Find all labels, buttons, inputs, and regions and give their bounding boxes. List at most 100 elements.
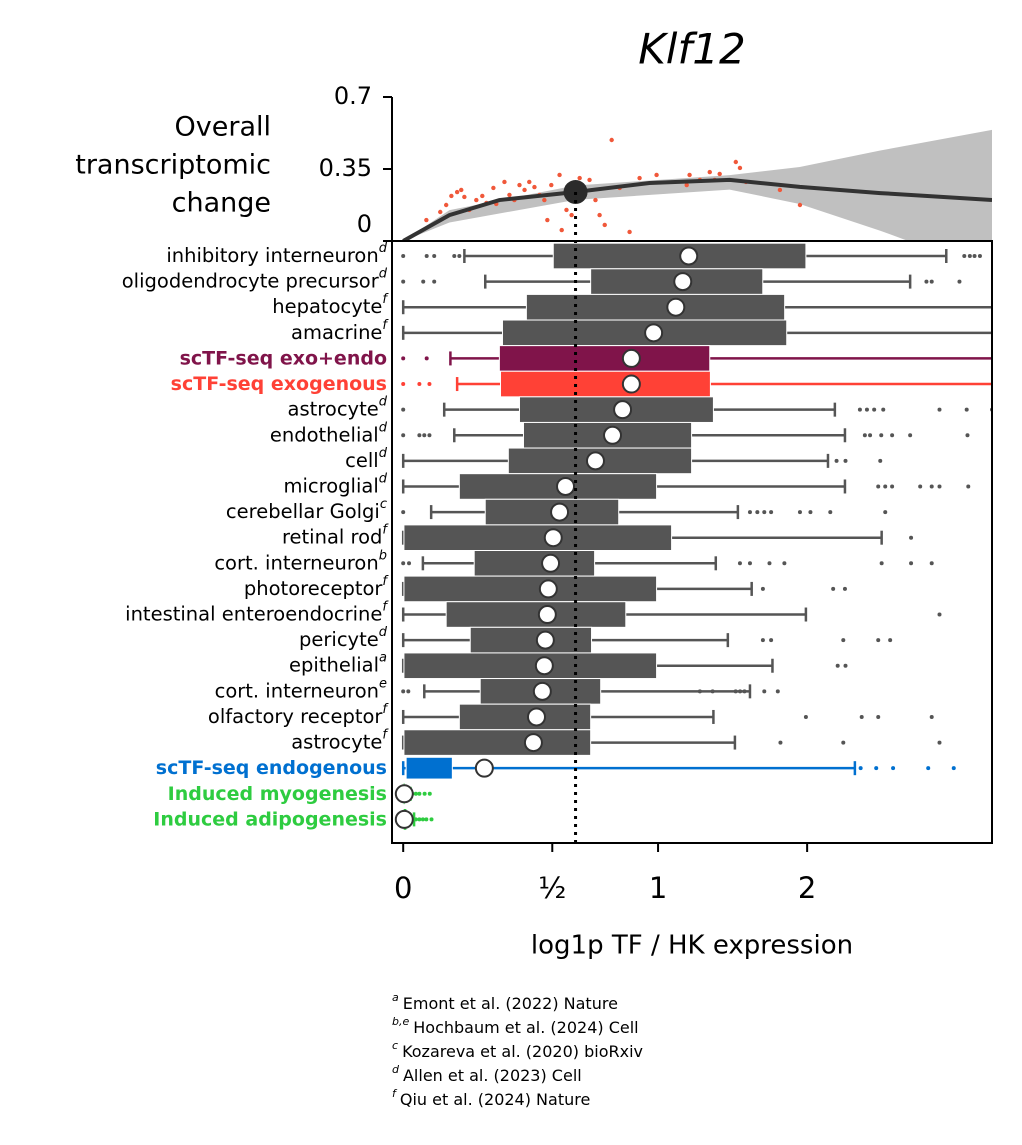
flier: [876, 714, 881, 719]
center-marker: [394, 784, 414, 804]
top-panel: [402, 129, 992, 241]
scatter-point: [737, 165, 743, 171]
row-label-sup: d: [379, 625, 388, 640]
flier: [422, 433, 427, 438]
box-panel: [394, 242, 992, 831]
flier: [909, 561, 914, 566]
row-label: inhibitory interneurond: [166, 241, 387, 267]
scatter-point: [491, 185, 496, 191]
row-label-text: Induced adipogenesis: [153, 808, 387, 830]
flier: [967, 254, 972, 258]
row-label-sup: d: [379, 241, 388, 256]
box: [458, 473, 658, 500]
flier: [778, 740, 783, 745]
row-label: endotheliald: [270, 420, 388, 446]
scatter-point: [517, 182, 522, 188]
center-marker: [621, 374, 641, 394]
flier: [738, 689, 743, 694]
center-marker: [585, 451, 605, 471]
flier: [417, 433, 422, 438]
x-tick-label: 1: [649, 871, 667, 905]
flier: [937, 407, 942, 412]
row-label-text: cort. interneuron: [215, 679, 379, 702]
flier: [881, 407, 886, 412]
flier: [966, 484, 971, 489]
footnote: a Emont et al. (2022) Nature: [392, 991, 618, 1013]
flier: [747, 561, 752, 566]
scatter-point: [424, 217, 429, 223]
row-label-sup: a: [379, 650, 387, 665]
row-label-text: inhibitory interneuron: [166, 244, 378, 267]
center-marker: [556, 476, 576, 496]
footnote: f Qiu et al. (2024) Nature: [392, 1087, 590, 1109]
flier: [742, 689, 747, 694]
row-label-sup: d: [379, 394, 388, 409]
center-marker: [474, 758, 494, 778]
x-tick-label: ½: [538, 871, 566, 905]
row-label-text: scTF-seq exogenous: [171, 373, 387, 395]
flier: [782, 561, 787, 566]
box: [403, 652, 658, 680]
scatter-point: [480, 193, 485, 199]
row-label: epitheliala: [289, 650, 387, 676]
center-marker: [394, 809, 414, 829]
flier: [733, 689, 738, 694]
box: [445, 601, 627, 628]
row-label-text: olfactory receptor: [208, 704, 383, 727]
flier: [908, 433, 913, 438]
flier: [872, 407, 877, 412]
flier: [710, 689, 715, 694]
footnote: b,e Hochbaum et al. (2024) Cell: [392, 1015, 639, 1037]
flier: [965, 433, 970, 438]
flier: [972, 254, 977, 258]
flier: [883, 484, 888, 489]
scatter-point: [654, 172, 659, 178]
center-marker: [532, 681, 552, 701]
flier: [834, 458, 839, 463]
row-label: Induced myogenesis: [168, 782, 387, 804]
center-marker: [550, 502, 570, 522]
flier: [868, 433, 873, 438]
scatter-point: [459, 187, 464, 193]
flier: [424, 817, 429, 822]
flier: [951, 766, 956, 771]
flier: [929, 279, 934, 284]
row-label: olfactory receptorf: [208, 701, 390, 727]
flier: [401, 433, 406, 438]
flier: [937, 484, 942, 489]
box: [405, 756, 453, 780]
footnote-sup: a: [392, 991, 399, 1004]
flier: [432, 254, 437, 258]
flier: [401, 279, 406, 284]
scatter-point: [609, 137, 614, 143]
row-label: amacrinef: [291, 317, 389, 343]
scatter-point: [454, 189, 460, 195]
scatter-point: [687, 172, 692, 178]
center-marker: [621, 348, 641, 368]
x-axis-label: log1p TF / HK expression: [531, 931, 853, 961]
row-label-sup: f: [382, 599, 389, 614]
x-tick-label: 2: [798, 871, 816, 905]
flier: [843, 458, 848, 463]
flier: [755, 510, 760, 515]
flier: [407, 561, 412, 566]
flier: [929, 484, 934, 489]
scatter-point: [474, 197, 479, 203]
scatter-point: [733, 159, 739, 165]
footnote-text: Allen et al. (2023) Cell: [403, 1066, 582, 1085]
flier: [417, 791, 422, 796]
scatter-point: [797, 202, 803, 208]
row-label: scTF-seq exogenous: [171, 373, 387, 395]
flier: [760, 586, 765, 591]
flier: [878, 458, 883, 463]
y-axis-label: change: [172, 188, 271, 219]
row-label-sup: f: [382, 317, 389, 332]
scatter-point: [602, 222, 607, 228]
flier: [429, 817, 434, 822]
flier: [964, 407, 969, 412]
scatter-point: [717, 171, 722, 177]
flier: [890, 433, 895, 438]
footnote-text: Kozareva et al. (2020) bioRxiv: [402, 1042, 643, 1061]
flier: [858, 766, 863, 771]
flier: [891, 766, 896, 771]
